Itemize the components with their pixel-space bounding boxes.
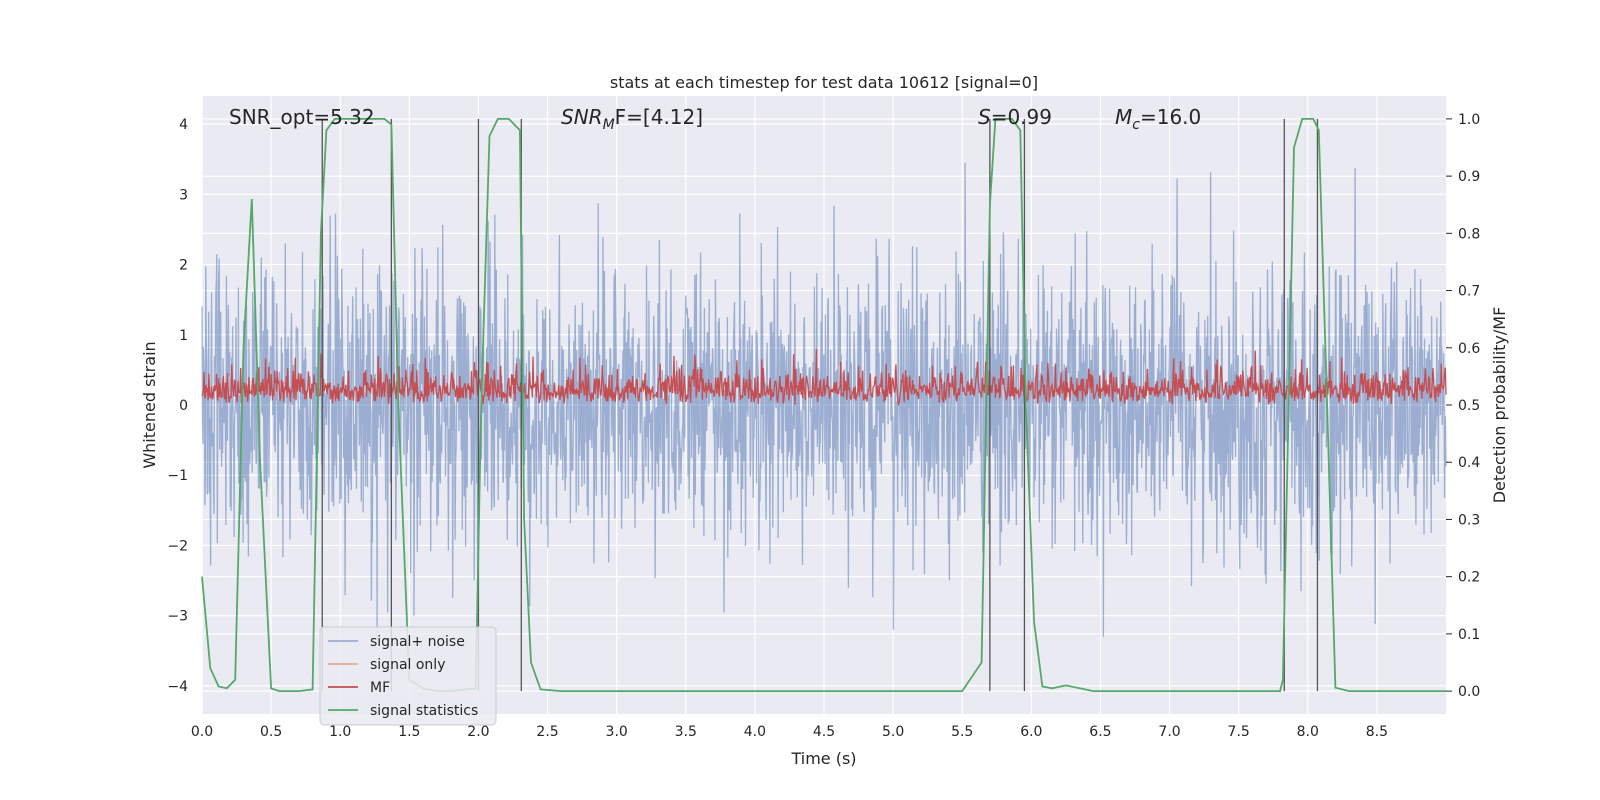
- x-tick-label-2: 1.0: [329, 724, 351, 740]
- signal-statistics-series: [201, 118, 1446, 692]
- mc-symbol: M: [1115, 105, 1132, 129]
- annotation-s: S=0.99: [978, 105, 1052, 129]
- x-tick-label-16: 8.0: [1297, 724, 1319, 740]
- y-left-tick-label-8: 4: [179, 117, 188, 133]
- y-left-tick-label-7: 3: [179, 187, 188, 203]
- y-right-tick-label-2: 0.2: [1458, 570, 1480, 586]
- x-tick-label-10: 5.0: [882, 724, 904, 740]
- x-tick-label-0: 0.0: [191, 724, 213, 740]
- x-tick-label-9: 4.5: [813, 724, 835, 740]
- annotation-mc: Mc=16.0: [1115, 105, 1201, 133]
- x-tick-label-15: 7.5: [1228, 724, 1250, 740]
- legend-box: [319, 626, 497, 726]
- s-rest: =0.99: [991, 105, 1052, 129]
- vertical-markers: [321, 118, 1319, 692]
- y-right-tick-label-7: 0.7: [1458, 284, 1480, 300]
- mf-series: [201, 349, 1447, 407]
- y-right-axis-ticks: 0.0 0.1 0.2 0.3 0.4 0.5 0.6 0.7 0.8 0.9 1.0: [1446, 112, 1480, 700]
- annotation-snr-opt: SNR_opt=5.32: [229, 105, 375, 129]
- x-axis-ticks: 0.0 0.5 1.0 1.5 2.0 2.5 3.0 3.5 4.0 4.5 5.0 5.5 6.0 6…: [191, 724, 1388, 740]
- y-left-tick-label-6: 2: [179, 258, 188, 274]
- y-right-tick-label-3: 0.3: [1458, 512, 1480, 528]
- signal-statistics-line: [201, 118, 1446, 692]
- mc-rest: =16.0: [1140, 105, 1201, 129]
- x-tick-label-7: 3.5: [675, 724, 697, 740]
- y-left-axis-ticks: −4 −3 −2 −1 0 1 2 3 4: [167, 117, 188, 695]
- x-tick-label-3: 1.5: [398, 724, 420, 740]
- y-left-tick-label-1: −3: [167, 609, 188, 625]
- legend: signal+ noise signal only MF signal stat…: [319, 626, 497, 726]
- y-right-tick-label-5: 0.5: [1458, 398, 1480, 414]
- snr-mf-symbol: SNR: [561, 105, 603, 129]
- snr-mf-sub: M: [603, 117, 615, 133]
- y-left-tick-label-3: −1: [167, 468, 188, 484]
- x-tick-label-6: 3.0: [606, 724, 628, 740]
- x-tick-label-14: 7.0: [1158, 724, 1180, 740]
- x-tick-label-1: 0.5: [260, 724, 282, 740]
- x-tick-label-5: 2.5: [536, 724, 558, 740]
- x-tick-label-11: 5.5: [951, 724, 973, 740]
- x-tick-label-4: 2.0: [467, 724, 489, 740]
- y-right-tick-label-10: 1.0: [1458, 112, 1480, 128]
- chart-title: stats at each timestep for test data 106…: [610, 73, 1038, 92]
- x-tick-label-12: 6.0: [1020, 724, 1042, 740]
- legend-label-mf: MF: [370, 680, 390, 696]
- y-left-tick-label-5: 1: [179, 328, 188, 344]
- annotation-snr-mf: SNRMF=[4.12]: [561, 105, 703, 133]
- y-left-tick-label-0: −4: [167, 679, 188, 695]
- x-tick-label-13: 6.5: [1089, 724, 1111, 740]
- s-symbol: S: [978, 105, 991, 129]
- y-right-tick-label-9: 0.9: [1458, 169, 1480, 185]
- x-tick-label-17: 8.5: [1366, 724, 1388, 740]
- y-right-tick-label-4: 0.4: [1458, 455, 1480, 471]
- y-left-tick-label-2: −2: [167, 538, 188, 554]
- y-left-tick-label-4: 0: [179, 398, 188, 414]
- legend-label-signal-noise: signal+ noise: [370, 634, 465, 650]
- legend-label-signal-statistics: signal statistics: [370, 703, 478, 719]
- snr-mf-rest: F=[4.12]: [615, 105, 703, 129]
- y-left-axis-label: Whitened strain: [140, 341, 159, 468]
- legend-label-signal-only: signal only: [370, 657, 445, 673]
- y-right-tick-label-8: 0.8: [1458, 226, 1480, 242]
- y-right-axis-label: Detection probability/MF: [1490, 307, 1509, 504]
- mc-sub: c: [1132, 117, 1140, 133]
- x-axis-label: Time (s): [790, 749, 856, 768]
- x-tick-label-8: 4.0: [744, 724, 766, 740]
- y-right-tick-label-0: 0.0: [1458, 684, 1480, 700]
- mf-line: [201, 349, 1447, 407]
- y-right-tick-label-1: 0.1: [1458, 627, 1480, 643]
- y-right-tick-label-6: 0.6: [1458, 341, 1480, 357]
